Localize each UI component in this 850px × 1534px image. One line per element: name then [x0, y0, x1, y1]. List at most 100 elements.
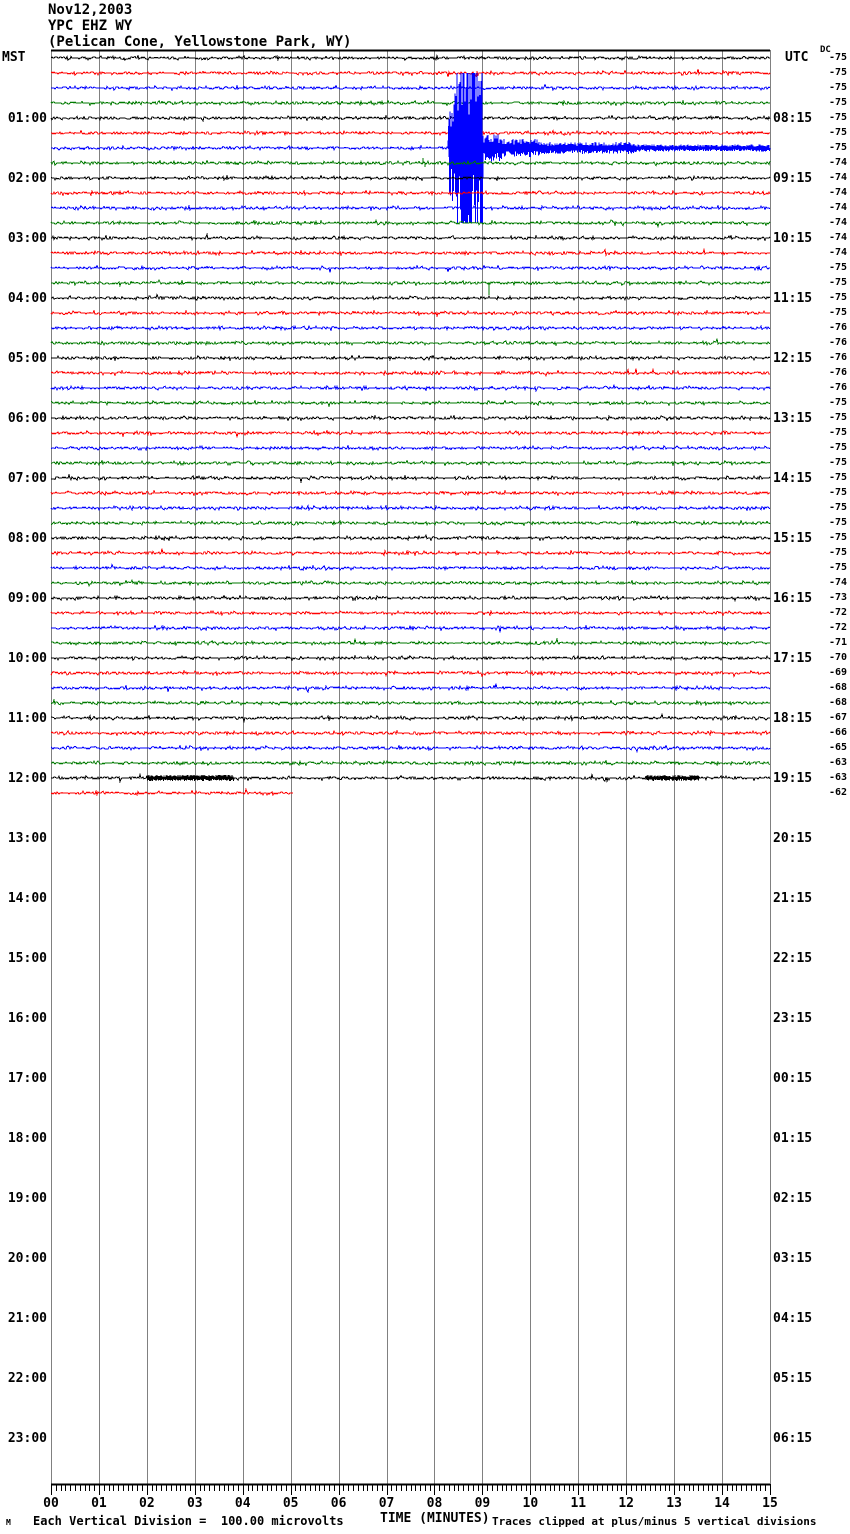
minute-label-12: 12 — [618, 1496, 635, 1511]
mst-hour-label-03:00: 03:00 — [7, 231, 47, 246]
trace-row-26-06:30 — [50, 444, 771, 452]
trace-row-15-03:45 — [50, 279, 771, 295]
mst-hour-label-11:00: 11:00 — [7, 711, 47, 726]
dc-value-row-41: -69 — [829, 667, 848, 678]
mst-hour-label-22:00: 22:00 — [7, 1371, 47, 1386]
trace-row-19-04:45 — [50, 338, 771, 347]
dc-value-row-25: -75 — [829, 427, 848, 438]
trace-row-45-11:15 — [50, 729, 771, 737]
trace-row-43-10:45 — [50, 698, 770, 707]
trace-row-40-10:00 — [51, 654, 771, 662]
trace-row-38-09:30 — [51, 624, 771, 633]
mst-hour-label-10:00: 10:00 — [7, 651, 47, 666]
dc-value-row-44: -67 — [829, 712, 848, 723]
dc-value-row-9: -74 — [829, 187, 848, 198]
dc-value-row-15: -75 — [829, 277, 848, 288]
utc-hour-label-19:15: 19:15 — [773, 771, 813, 786]
dc-value-row-21: -76 — [829, 367, 848, 378]
trace-row-6-01:30 — [51, 72, 771, 224]
trace-row-31-07:45 — [50, 519, 771, 527]
trace-row-1-00:15 — [50, 68, 771, 78]
dc-value-row-28: -75 — [829, 472, 848, 483]
mst-hour-label-07:00: 07:00 — [7, 471, 47, 486]
minute-label-08: 08 — [426, 1496, 443, 1511]
dc-value-row-26: -75 — [829, 442, 848, 453]
utc-hour-label-20:15: 20:15 — [773, 831, 813, 846]
trace-row-48-12:00 — [51, 772, 771, 784]
trace-row-21-05:15 — [50, 367, 770, 377]
trace-row-4-01:00 — [50, 114, 771, 122]
utc-hour-label-05:15: 05:15 — [773, 1371, 813, 1386]
trace-row-5-01:15 — [51, 128, 770, 137]
trace-row-22-05:30 — [50, 383, 771, 393]
mst-hour-label-20:00: 20:00 — [7, 1251, 47, 1266]
minute-label-03: 03 — [186, 1496, 203, 1511]
dc-value-row-27: -75 — [829, 457, 848, 468]
utc-hour-label-01:15: 01:15 — [773, 1131, 813, 1146]
dc-value-row-39: -71 — [829, 637, 848, 648]
mst-hour-label-04:00: 04:00 — [7, 291, 47, 306]
dc-value-row-36: -73 — [829, 592, 848, 603]
dc-value-row-8: -74 — [829, 172, 848, 183]
minute-label-14: 14 — [714, 1496, 730, 1511]
dc-value-row-11: -74 — [829, 217, 848, 228]
dc-value-row-30: -75 — [829, 502, 848, 513]
dc-offset-header: DC — [820, 45, 831, 55]
utc-hour-label-09:15: 09:15 — [773, 171, 813, 186]
utc-hour-label-13:15: 13:15 — [773, 411, 813, 426]
dc-value-row-10: -74 — [829, 202, 848, 213]
trace-row-12-03:00 — [50, 232, 771, 242]
utc-hour-label-18:15: 18:15 — [773, 711, 813, 726]
dc-value-row-0: -75 — [829, 52, 848, 63]
minute-label-09: 09 — [474, 1496, 491, 1511]
trace-row-36-09:00 — [50, 594, 771, 602]
dc-value-row-23: -75 — [829, 397, 848, 408]
mst-hour-label-19:00: 19:00 — [7, 1191, 47, 1206]
dc-value-row-45: -66 — [829, 727, 848, 738]
mst-timezone-label: MST — [2, 50, 26, 65]
trace-row-32-08:00 — [51, 534, 771, 542]
trace-row-44-11:00 — [51, 712, 770, 724]
dc-value-row-32: -75 — [829, 532, 848, 543]
trace-row-11-02:45 — [50, 218, 771, 229]
dc-value-row-22: -76 — [829, 382, 848, 393]
mst-hour-label-06:00: 06:00 — [7, 411, 47, 426]
dc-value-row-2: -75 — [829, 82, 848, 93]
dc-value-row-42: -68 — [829, 682, 848, 693]
mst-hour-label-15:00: 15:00 — [7, 951, 47, 966]
minute-label-07: 07 — [378, 1496, 395, 1511]
x-axis-title: TIME (MINUTES) — [380, 1511, 490, 1526]
utc-hour-label-23:15: 23:15 — [773, 1011, 813, 1026]
dc-value-row-37: -72 — [829, 607, 848, 618]
trace-row-25-06:15 — [51, 429, 771, 439]
dc-value-row-12: -74 — [829, 232, 848, 243]
dc-value-row-3: -75 — [829, 97, 848, 108]
trace-row-16-04:00 — [51, 293, 771, 302]
dc-value-row-49: -62 — [829, 787, 848, 798]
trace-row-18-04:30 — [51, 324, 771, 332]
mst-hour-label-23:00: 23:00 — [7, 1431, 47, 1446]
trace-row-30-07:30 — [50, 504, 771, 512]
minute-label-11: 11 — [570, 1496, 587, 1511]
mst-hour-label-05:00: 05:00 — [7, 351, 47, 366]
minute-label-05: 05 — [282, 1496, 299, 1511]
utc-timezone-label: UTC — [785, 50, 809, 65]
dc-value-row-24: -75 — [829, 412, 848, 423]
trace-row-41-10:15 — [50, 669, 771, 679]
utc-hour-label-17:15: 17:15 — [773, 651, 813, 666]
minute-label-00: 00 — [43, 1496, 59, 1511]
minute-label-02: 02 — [139, 1496, 155, 1511]
footer-watermark: M — [6, 1518, 11, 1527]
title-date: Nov12,2003 — [48, 2, 133, 18]
mst-hour-label-14:00: 14:00 — [7, 891, 47, 906]
trace-row-27-06:45 — [50, 459, 771, 467]
trace-row-37-09:15 — [50, 609, 771, 617]
title-station: YPC EHZ WY — [48, 18, 133, 34]
mst-hour-label-18:00: 18:00 — [7, 1131, 47, 1146]
dc-value-row-40: -70 — [829, 652, 848, 663]
trace-row-49-12:15 — [50, 787, 293, 797]
utc-hour-label-10:15: 10:15 — [773, 231, 813, 246]
trace-row-46-11:30 — [50, 744, 771, 754]
dc-value-row-14: -75 — [829, 262, 848, 273]
dc-value-row-18: -76 — [829, 322, 848, 333]
